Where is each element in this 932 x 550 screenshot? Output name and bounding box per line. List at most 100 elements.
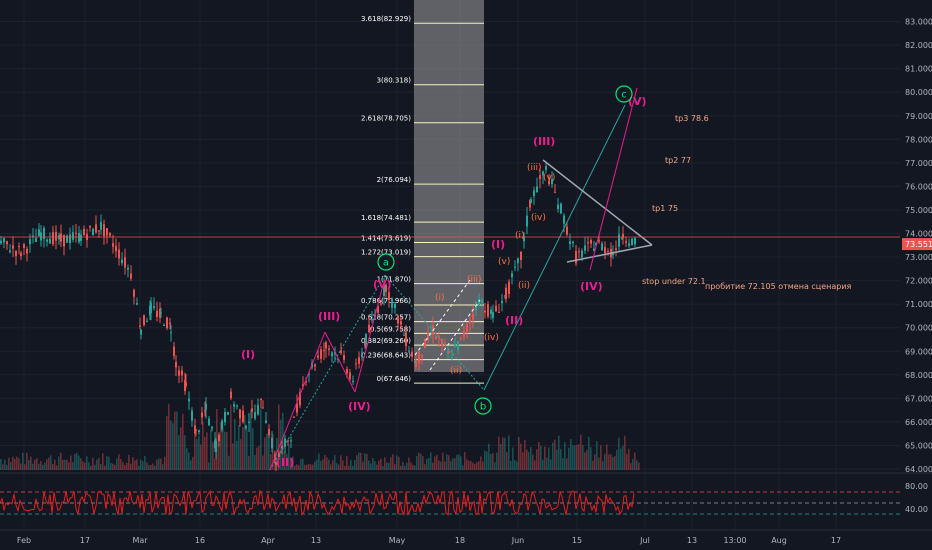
volume-bar <box>256 447 258 470</box>
volume-bar <box>180 427 182 470</box>
candle-body <box>337 358 339 360</box>
volume-bar <box>422 456 424 470</box>
price-axis-label: 83.000 <box>905 18 932 27</box>
candle-body <box>265 420 267 424</box>
volume-bar <box>622 445 624 470</box>
candle-body <box>511 273 513 278</box>
volume-bar <box>28 460 30 470</box>
volume-bar <box>94 464 96 470</box>
volume-bar <box>630 463 632 470</box>
volume-bar <box>624 435 626 470</box>
volume-bar <box>156 459 158 470</box>
fib-level-label: 1.272(73.019) <box>361 249 411 257</box>
candle-body <box>146 320 148 322</box>
price-axis[interactable]: 83.000 82.000 81.000 80.000 79.000 78.000 77.0… <box>900 0 932 550</box>
volume-bar <box>154 465 156 470</box>
time-axis-label: Jul <box>639 536 650 545</box>
volume-bar <box>474 463 476 470</box>
volume-bar <box>50 455 52 470</box>
volume-bar <box>592 460 594 470</box>
candle-body <box>539 175 541 180</box>
candle-body <box>460 337 462 339</box>
time-axis-label: Mar <box>132 536 148 545</box>
candle-body <box>397 315 399 324</box>
candle-body <box>9 250 11 253</box>
volume-bar <box>464 452 466 470</box>
volume-bar <box>372 457 374 470</box>
candle-body <box>251 408 253 412</box>
volume-bar <box>296 464 298 470</box>
volume-bar <box>96 459 98 470</box>
candle-body <box>160 312 162 314</box>
candle-body <box>505 287 507 299</box>
time-axis-label: Apr <box>261 536 276 545</box>
candle-body <box>628 243 630 246</box>
volume-bar <box>508 435 510 470</box>
candle-body <box>29 239 31 245</box>
volume-bar <box>104 465 106 470</box>
rsi-label-80: 80.00 <box>905 482 928 491</box>
candle-body <box>299 392 301 406</box>
volume-bar <box>614 455 616 470</box>
candle-body <box>590 239 592 244</box>
volume-bar <box>542 459 544 470</box>
price-axis-label: 75.000 <box>905 206 932 215</box>
volume-bar <box>620 448 622 470</box>
volume-bar <box>582 445 584 470</box>
volume-bar <box>226 432 228 470</box>
volume-bar <box>174 411 176 470</box>
volume-bar <box>354 459 356 470</box>
volume-bar <box>536 449 538 470</box>
volume-bar <box>142 461 144 470</box>
volume-bar <box>164 456 166 470</box>
triangle-upper <box>542 159 653 246</box>
subwave-iv-2: (iv) <box>531 213 546 223</box>
wave-label-V: (V) <box>373 278 392 291</box>
volume-bar <box>264 437 266 470</box>
volume-bar <box>140 459 142 470</box>
volume-bar <box>634 452 636 470</box>
volume-bar <box>192 456 194 470</box>
candle-body <box>159 308 161 318</box>
volume-bar <box>360 452 362 470</box>
volume-bar <box>588 436 590 470</box>
subwave-v: (v) <box>498 257 510 267</box>
volume-bar <box>306 464 308 470</box>
candle-body <box>20 252 22 257</box>
candle-body <box>331 352 333 357</box>
time-axis[interactable]: Feb 17 Mar 16 Apr 13 May 18 Jun 15 Jul 13 13:00 Aug 17 <box>0 529 932 545</box>
candle-body <box>514 266 516 268</box>
volume-bar <box>540 445 542 470</box>
fib-level-label: 3(80.318) <box>377 77 412 85</box>
volume-bar <box>504 437 506 470</box>
volume-bar <box>238 425 240 470</box>
candle-body <box>215 440 217 453</box>
fib-level-label: 0.5(69.758) <box>370 325 411 333</box>
note-tp2: tp2 77 <box>665 156 691 165</box>
volume-bar <box>298 465 300 470</box>
volume-bar <box>260 407 262 470</box>
candle-body <box>191 410 193 421</box>
candle-body <box>46 239 48 242</box>
volume-bar <box>368 460 370 470</box>
candle-body <box>523 236 525 242</box>
volume-bar <box>430 452 432 470</box>
price-axis-label: 71.000 <box>905 300 932 309</box>
volume-bar <box>294 465 296 470</box>
volume-bar <box>200 444 202 470</box>
volume-bar <box>446 454 448 470</box>
candle-body <box>548 180 550 185</box>
volume-bar <box>324 455 326 470</box>
volume-bar <box>458 454 460 470</box>
candle-body <box>325 342 327 349</box>
price-axis-label: 72.000 <box>905 277 932 286</box>
volume-bar <box>222 428 224 470</box>
volume-bar <box>528 452 530 470</box>
volume-bar <box>144 455 146 470</box>
wave-circle-c-ring <box>615 85 633 103</box>
volume-bar <box>538 442 540 470</box>
candle-body <box>3 238 5 243</box>
candle-body <box>185 382 187 386</box>
volume-bar <box>440 461 442 470</box>
